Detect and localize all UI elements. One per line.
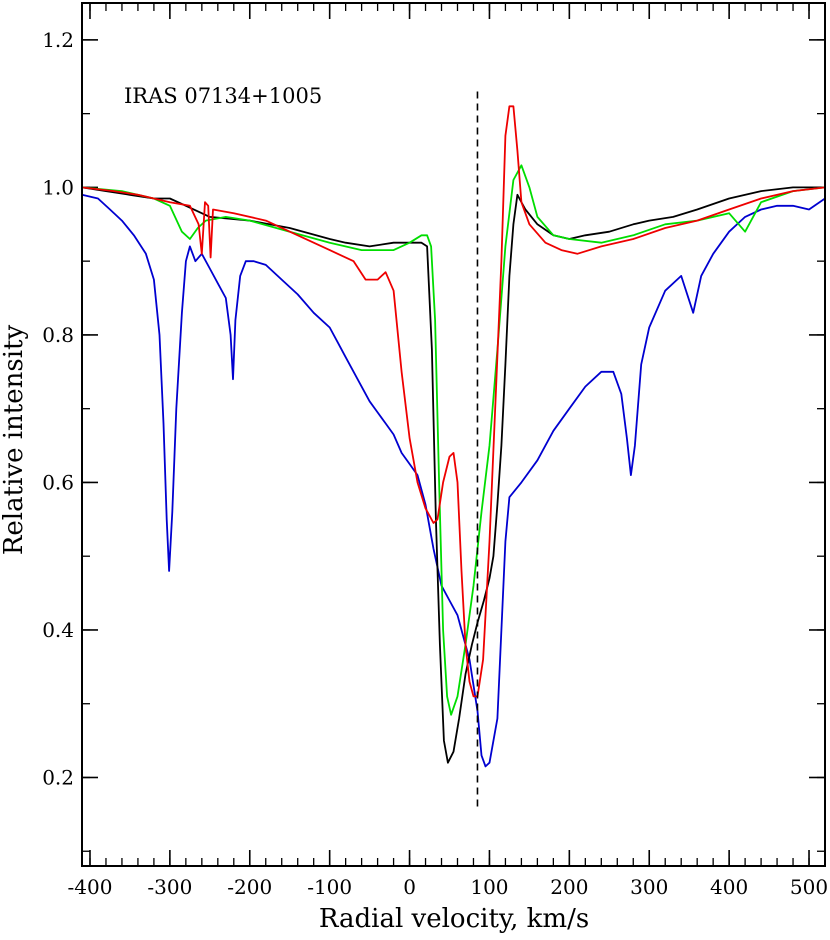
- y-tick-label: 1.0: [42, 175, 74, 199]
- x-tick-label: 400: [710, 875, 748, 899]
- x-tick-label: 200: [550, 875, 588, 899]
- x-tick-label: 100: [470, 875, 508, 899]
- spectrum-line-4: [81, 105, 826, 698]
- x-tick-label: -400: [68, 875, 113, 899]
- x-tick-label: -200: [227, 875, 272, 899]
- axes: -400 -300 -200 -100 0 100 200 300 400 500 0.2 0.4 0.…: [42, 3, 828, 899]
- x-tick-label: -100: [307, 875, 352, 899]
- spectrum-line-1: [81, 193, 826, 768]
- x-axis-title: Radial velocity, km/s: [319, 904, 589, 934]
- y-axis-title: Relative intensity: [0, 325, 29, 556]
- x-tick-label: 0: [403, 875, 416, 899]
- spectrum-line-3: [81, 164, 826, 716]
- y-tick-label: 0.6: [42, 470, 74, 494]
- y-tick-label: 0.8: [42, 323, 74, 347]
- star-label: IRAS 07134+1005: [124, 84, 322, 108]
- x-tick-label: -300: [147, 875, 192, 899]
- series-lines: [81, 105, 826, 768]
- x-tick-label: 500: [790, 875, 828, 899]
- y-tick-label: 1.2: [42, 28, 74, 52]
- spectrum-line-2: [81, 186, 825, 764]
- y-tick-label: 0.4: [42, 618, 74, 642]
- y-tick-label: 0.2: [42, 765, 74, 789]
- plot-frame: [81, 2, 826, 867]
- x-tick-label: 300: [630, 875, 668, 899]
